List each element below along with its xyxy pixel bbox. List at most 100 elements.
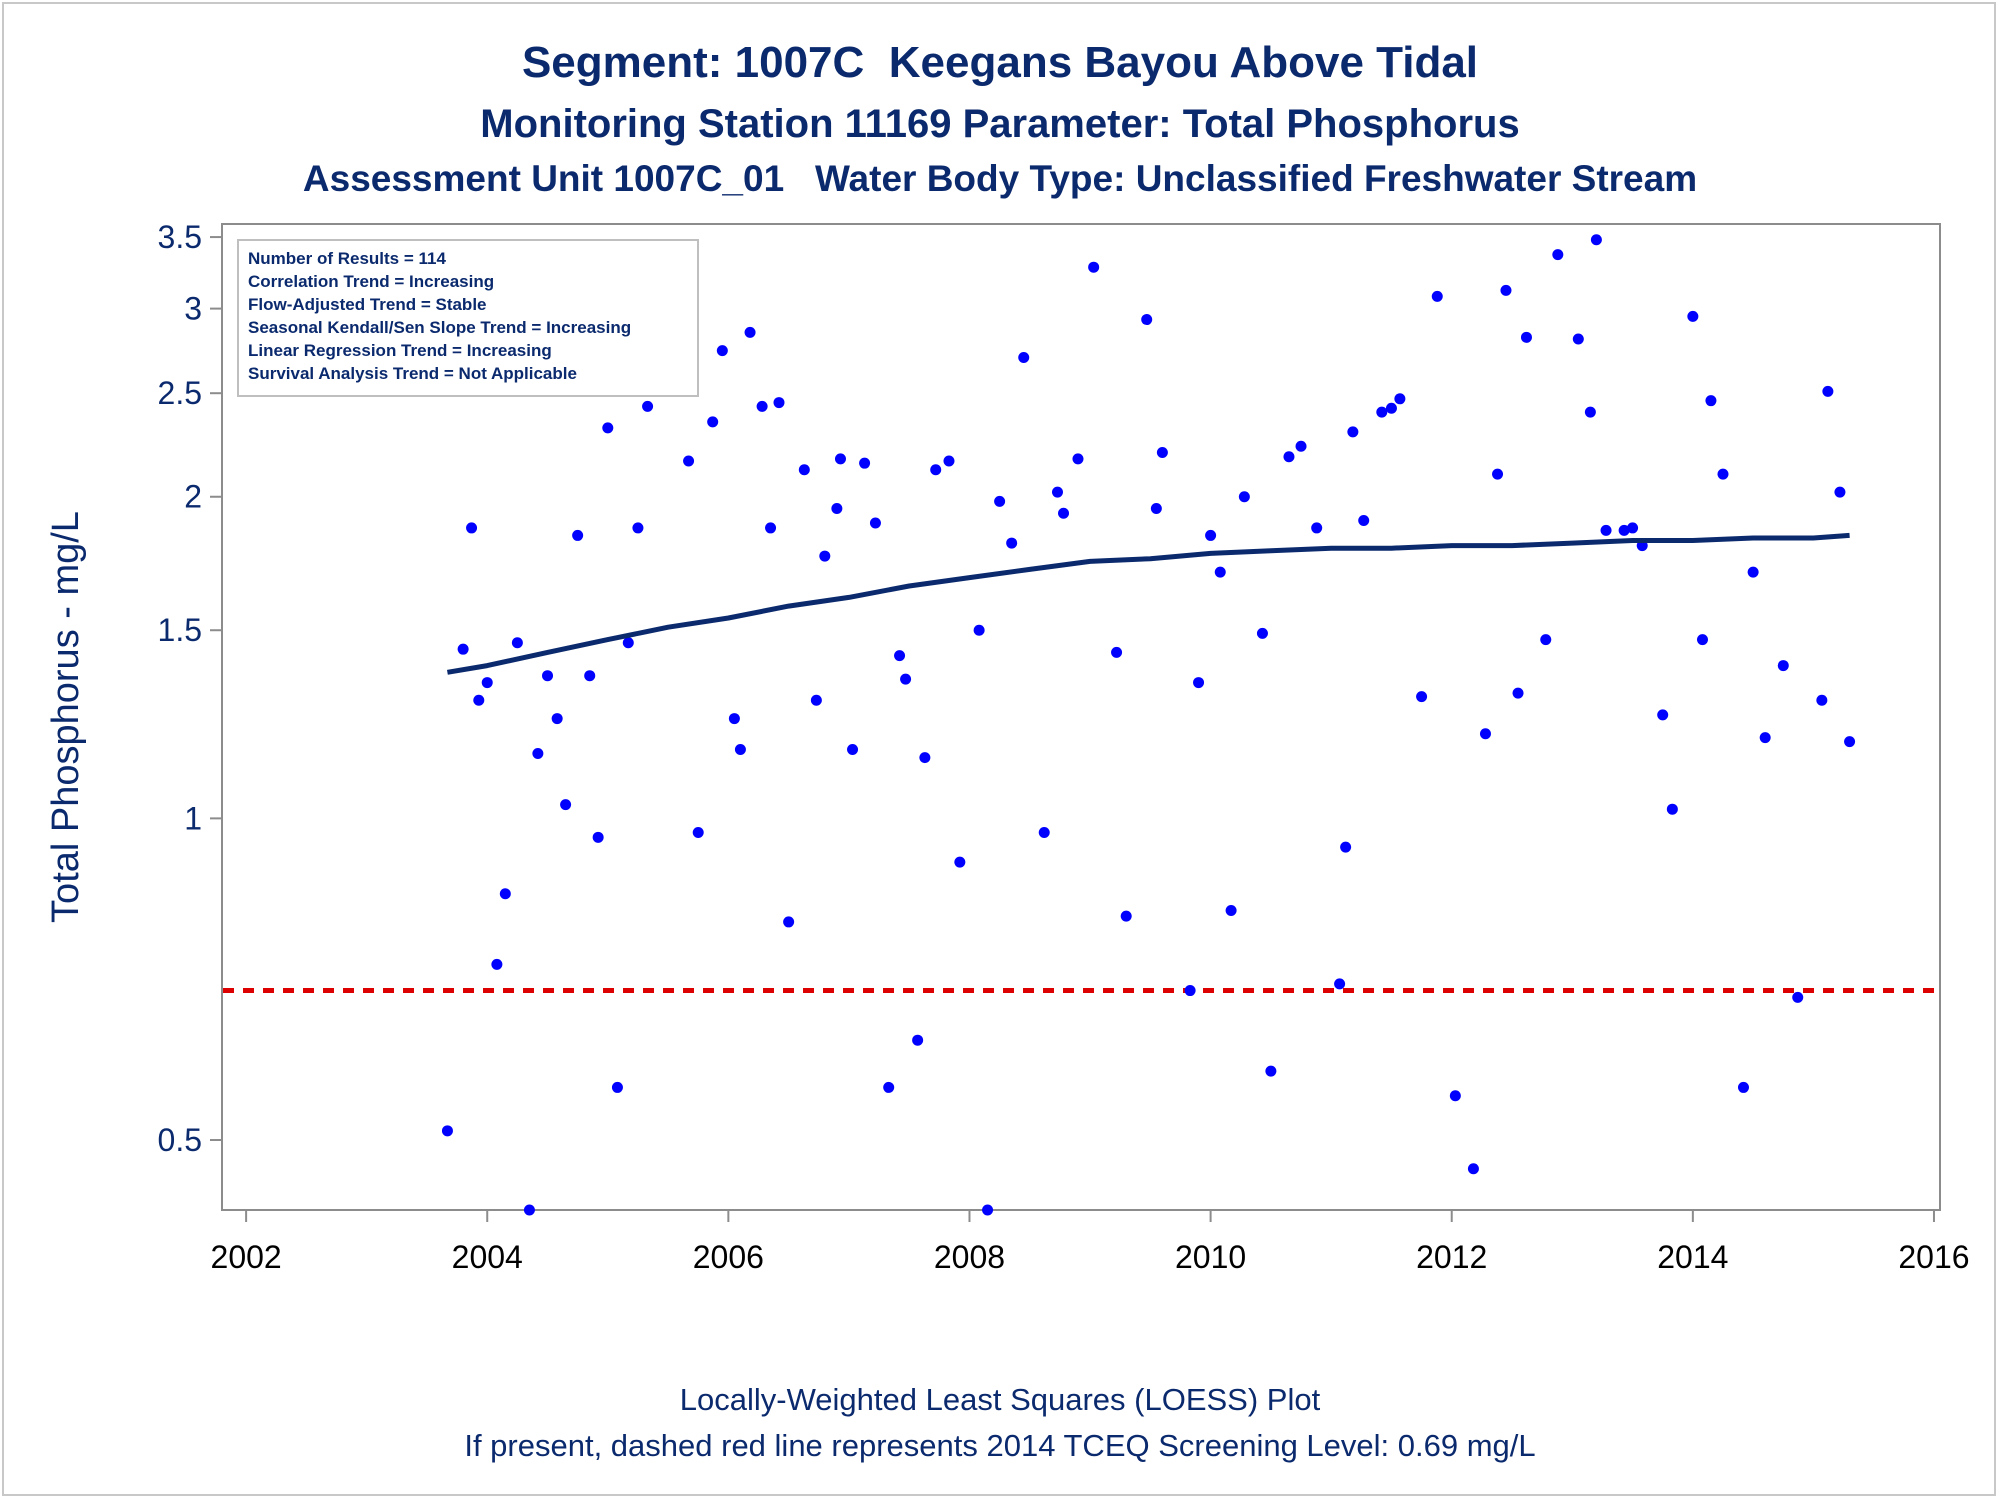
- data-point: [1394, 393, 1406, 405]
- data-point: [943, 455, 955, 467]
- data-point: [551, 713, 563, 725]
- data-point: [1572, 333, 1584, 345]
- data-point: [834, 453, 846, 465]
- statistics-box: [237, 239, 699, 397]
- data-point: [466, 522, 478, 534]
- data-point: [883, 1081, 895, 1093]
- data-point: [473, 694, 485, 706]
- data-point: [1834, 486, 1846, 498]
- data-point: [683, 455, 695, 467]
- data-point: [1717, 468, 1729, 480]
- data-point: [1705, 395, 1717, 407]
- data-point: [1500, 284, 1512, 296]
- data-point: [1141, 314, 1153, 326]
- data-point: [707, 416, 719, 428]
- y-tick-label: 3: [184, 291, 202, 327]
- data-point: [798, 464, 810, 476]
- data-point: [1520, 331, 1532, 343]
- x-tick-label: 2006: [693, 1239, 764, 1275]
- footnote-loess: Locally-Weighted Least Squares (LOESS) P…: [679, 1382, 1321, 1417]
- data-point: [542, 670, 554, 682]
- data-point: [1792, 991, 1804, 1003]
- y-tick-label: 1.5: [158, 612, 202, 648]
- data-point: [819, 550, 831, 562]
- data-point: [954, 856, 966, 868]
- data-point: [1737, 1081, 1749, 1093]
- data-point: [532, 748, 544, 760]
- data-point: [1120, 910, 1132, 922]
- data-point: [1038, 827, 1050, 839]
- x-tick-label: 2010: [1175, 1239, 1246, 1275]
- statistics-line: Flow-Adjusted Trend = Stable: [248, 295, 487, 314]
- data-point: [1416, 691, 1428, 703]
- data-point: [1225, 904, 1237, 916]
- data-point: [1150, 502, 1162, 514]
- chart-subtitle-station: Monitoring Station 11169 Parameter: Tota…: [480, 102, 1520, 146]
- data-point: [611, 1081, 623, 1093]
- data-point: [831, 502, 843, 514]
- y-axis-title: Total Phosphorus - mg/L: [45, 511, 87, 923]
- data-point: [1295, 440, 1307, 452]
- data-point: [1385, 402, 1397, 414]
- plot-area-frame: [221, 223, 1941, 1211]
- data-point: [572, 529, 584, 541]
- data-point: [457, 643, 469, 655]
- data-point: [1376, 406, 1388, 418]
- data-point: [560, 799, 572, 811]
- data-point: [728, 713, 740, 725]
- data-point: [773, 397, 785, 409]
- data-point: [1051, 486, 1063, 498]
- data-point: [847, 744, 859, 756]
- data-point: [744, 326, 756, 338]
- data-point: [1156, 447, 1168, 459]
- data-point: [869, 517, 881, 529]
- data-point: [1512, 687, 1524, 699]
- data-point: [765, 522, 777, 534]
- data-point: [973, 624, 985, 636]
- data-point: [810, 694, 822, 706]
- data-point: [1844, 736, 1856, 748]
- data-point: [859, 457, 871, 469]
- data-point: [1540, 634, 1552, 646]
- chart-subtitle-assessment-unit: Assessment Unit 1007C_01 Water Body Type…: [302, 158, 1698, 199]
- y-tick-label: 3.5: [158, 219, 202, 255]
- data-point: [491, 958, 503, 970]
- data-point: [1687, 310, 1699, 322]
- data-point: [523, 1204, 535, 1216]
- data-point: [1111, 646, 1123, 658]
- data-point: [602, 422, 614, 434]
- data-point: [1449, 1090, 1461, 1102]
- data-point: [1777, 660, 1789, 672]
- data-point: [1184, 985, 1196, 997]
- statistics-line: Seasonal Kendall/Sen Slope Trend = Incre…: [248, 318, 631, 337]
- y-tick-label: 0.5: [158, 1122, 202, 1158]
- data-point: [1088, 261, 1100, 273]
- data-point: [1657, 709, 1669, 721]
- data-point: [1256, 627, 1268, 639]
- data-point: [1759, 732, 1771, 744]
- data-point: [1283, 451, 1295, 463]
- data-point: [1347, 426, 1359, 438]
- data-point: [1311, 522, 1323, 534]
- x-tick-label: 2014: [1657, 1239, 1728, 1275]
- data-point: [1334, 978, 1346, 990]
- x-tick-label: 2016: [1898, 1239, 1969, 1275]
- data-point: [642, 400, 654, 412]
- data-point: [1696, 634, 1708, 646]
- data-point: [632, 522, 644, 534]
- data-point: [1265, 1065, 1277, 1077]
- data-point: [1018, 351, 1030, 363]
- chart-title: Segment: 1007C Keegans Bayou Above Tidal: [521, 38, 1479, 87]
- data-point: [1214, 566, 1226, 578]
- data-point: [1627, 522, 1639, 534]
- data-point: [441, 1125, 453, 1137]
- x-tick-label: 2008: [934, 1239, 1005, 1275]
- statistics-line: Number of Results = 114: [248, 249, 446, 268]
- data-point: [1467, 1163, 1479, 1175]
- data-point: [994, 495, 1006, 507]
- statistics-line: Survival Analysis Trend = Not Applicable: [248, 364, 577, 383]
- data-point: [622, 637, 634, 649]
- data-point: [1058, 507, 1070, 519]
